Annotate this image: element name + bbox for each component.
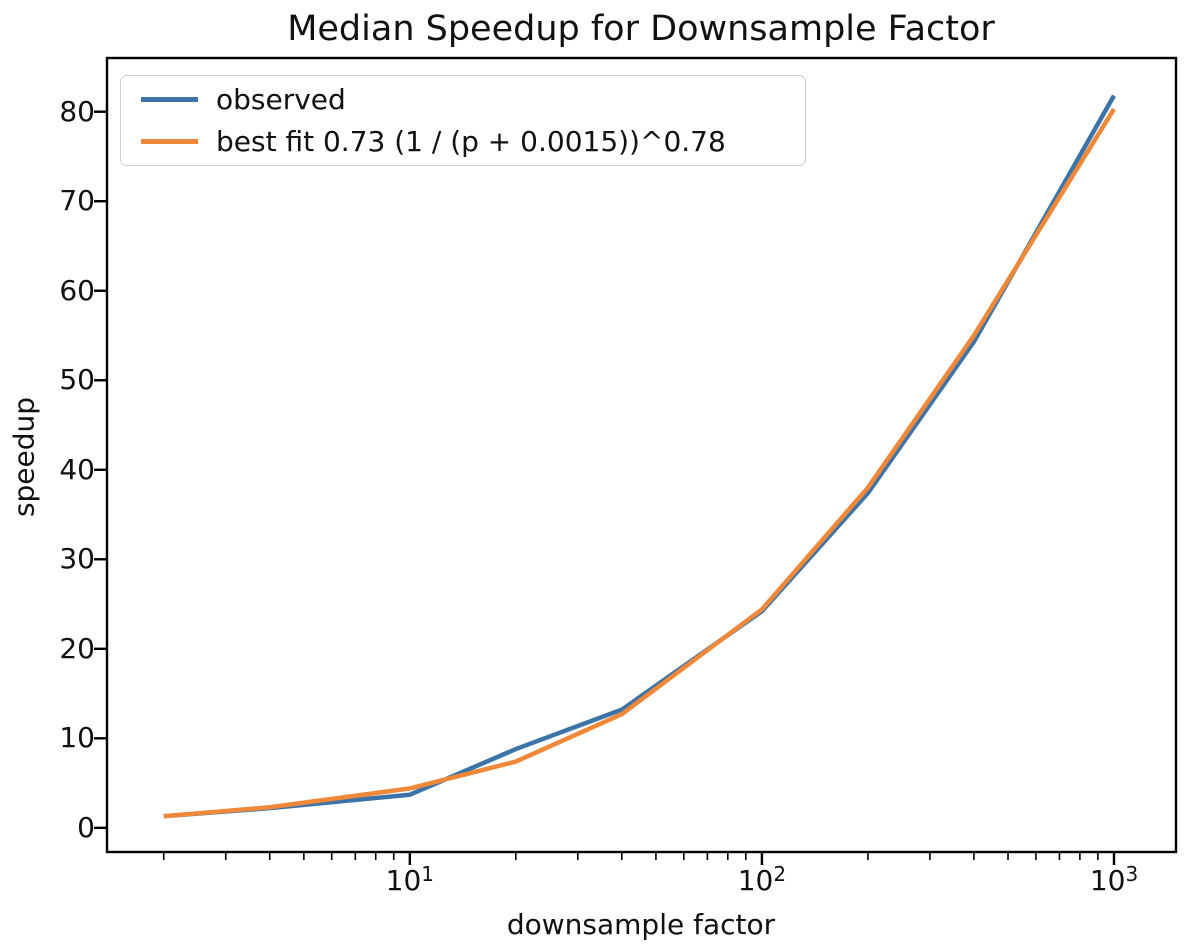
x-tick-label: 102 xyxy=(737,862,787,897)
best-fit-line-swatch xyxy=(141,139,198,145)
legend-entry-observed: observed xyxy=(121,78,805,120)
observed-line-swatch xyxy=(141,96,198,102)
y-tick-label: 0 xyxy=(77,810,95,844)
x-tick-label: 101 xyxy=(385,862,435,897)
y-tick-label: 60 xyxy=(59,273,95,307)
y-tick-label: 30 xyxy=(59,542,95,576)
axes-spines xyxy=(105,56,1178,854)
y-tick-label: 40 xyxy=(59,452,95,486)
x-axis-label: downsample factor xyxy=(506,908,776,941)
y-tick-label: 10 xyxy=(59,721,95,755)
chart-title: Median Speedup for Downsample Factor xyxy=(287,9,995,49)
y-axis-label: speedup xyxy=(7,396,41,518)
legend: observed best fit 0.73 (1 / (p + 0.0015)… xyxy=(120,75,806,166)
best-fit-line xyxy=(163,107,1116,819)
legend-entry-best-fit: best fit 0.73 (1 / (p + 0.0015))^0.78 xyxy=(121,121,805,163)
y-tick-label: 70 xyxy=(59,184,95,218)
legend-label-best-fit: best fit 0.73 (1 / (p + 0.0015))^0.78 xyxy=(216,125,726,159)
legend-label-observed: observed xyxy=(216,82,346,116)
y-tick-label: 80 xyxy=(59,94,95,128)
observed-line xyxy=(163,94,1116,819)
y-tick-label: 20 xyxy=(59,631,95,665)
x-tick-label: 103 xyxy=(1089,862,1139,897)
y-tick-label: 50 xyxy=(59,363,95,397)
